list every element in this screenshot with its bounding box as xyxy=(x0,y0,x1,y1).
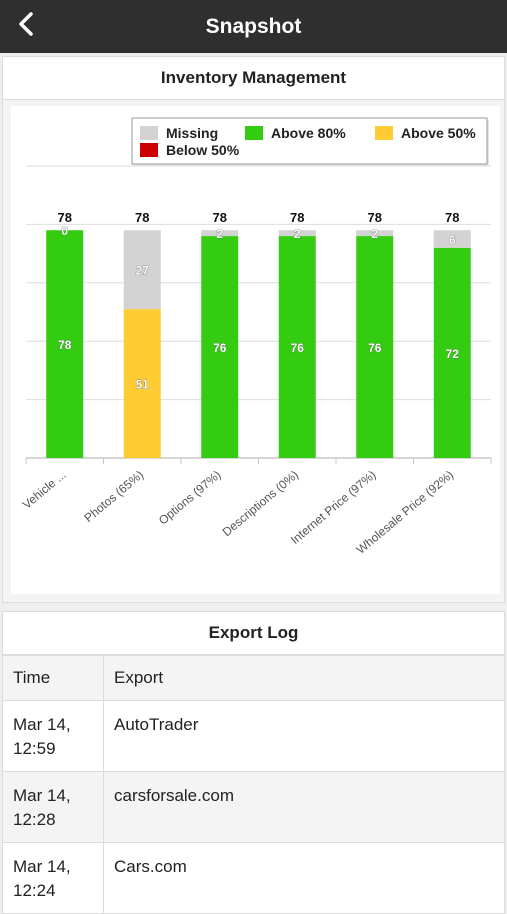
data-label: 76 xyxy=(213,341,227,355)
bar-segment xyxy=(46,230,84,458)
bar-segment xyxy=(278,236,316,458)
chart-area: 78 0 78 Vehicle ... 51 27 78 Photos (65%) 76 2 78 O… xyxy=(3,100,504,602)
legend-box xyxy=(131,117,488,165)
row-export: AutoTrader xyxy=(103,700,504,772)
total-label: 78 xyxy=(213,210,227,225)
chevron-left-icon xyxy=(16,11,36,41)
total-label: 78 xyxy=(135,210,149,225)
legend-label: Above 80% xyxy=(271,125,346,141)
row-time: Mar 14, 12:59 xyxy=(3,700,104,772)
bar-segment xyxy=(123,309,161,458)
data-label: 51 xyxy=(136,378,150,392)
inventory-chart: 78 0 78 Vehicle ... 51 27 78 Photos (65%) 76 2 78 O… xyxy=(11,106,500,594)
legend-swatch xyxy=(245,126,263,140)
data-label: 78 xyxy=(58,338,72,352)
page-title: Snapshot xyxy=(205,14,302,38)
legend-label: Above 50% xyxy=(401,125,476,141)
bar-segment xyxy=(123,230,161,310)
row-export: carsforsale.com xyxy=(103,771,504,843)
back-button[interactable] xyxy=(8,8,44,44)
total-label: 78 xyxy=(445,210,459,225)
inventory-panel: Inventory Management 78 0 78 Vehicle ... 51 2… xyxy=(2,56,505,603)
category-label: Photos (65%) xyxy=(81,468,146,525)
table-row: Mar 14, 12:28 carsforsale.com xyxy=(3,771,504,843)
export-log-panel: Export Log Time Export Mar 14, 12:59 Aut… xyxy=(2,611,505,914)
bar-segment xyxy=(201,230,239,237)
legend-label: Below 50% xyxy=(166,142,240,158)
legend-label: Missing xyxy=(166,125,218,141)
total-label: 78 xyxy=(58,210,72,225)
row-time: Mar 14, 12:24 xyxy=(3,842,104,913)
data-label: 0 xyxy=(61,224,68,238)
column-header-export: Export xyxy=(103,655,504,701)
data-label: 2 xyxy=(216,227,223,241)
bar-segment xyxy=(356,236,394,458)
bar-segment xyxy=(356,230,394,237)
category-label: Descriptions (0%) xyxy=(220,468,302,540)
data-label: 76 xyxy=(368,341,382,355)
export-log-title: Export Log xyxy=(3,612,504,655)
data-label: 2 xyxy=(371,227,378,241)
bar-segment xyxy=(278,230,316,237)
table-row: Mar 14, 12:59 AutoTrader xyxy=(3,700,504,772)
data-label: 6 xyxy=(449,233,456,247)
column-header-time: Time xyxy=(3,655,104,701)
bar-segment xyxy=(201,236,239,458)
row-time: Mar 14, 12:28 xyxy=(3,771,104,843)
total-label: 78 xyxy=(290,210,304,225)
legend-swatch xyxy=(140,126,158,140)
export-log-table: Time Export Mar 14, 12:59 AutoTrader Mar… xyxy=(3,655,504,913)
bar-segment xyxy=(433,230,471,248)
data-label: 76 xyxy=(291,341,305,355)
total-label: 78 xyxy=(368,210,382,225)
table-row: Mar 14, 12:24 Cars.com xyxy=(3,842,504,913)
data-label: 2 xyxy=(294,227,301,241)
legend-swatch xyxy=(140,143,158,157)
data-label: 27 xyxy=(136,264,150,278)
category-label: Vehicle ... xyxy=(20,468,69,512)
bar-segment xyxy=(433,247,471,458)
top-bar: Snapshot xyxy=(0,0,507,53)
category-label: Options (97%) xyxy=(156,468,224,528)
row-export: Cars.com xyxy=(103,842,504,913)
legend-swatch xyxy=(375,126,393,140)
data-label: 72 xyxy=(446,347,460,361)
inventory-title: Inventory Management xyxy=(3,57,504,100)
category-label: Internet Price (97%) xyxy=(288,468,379,547)
